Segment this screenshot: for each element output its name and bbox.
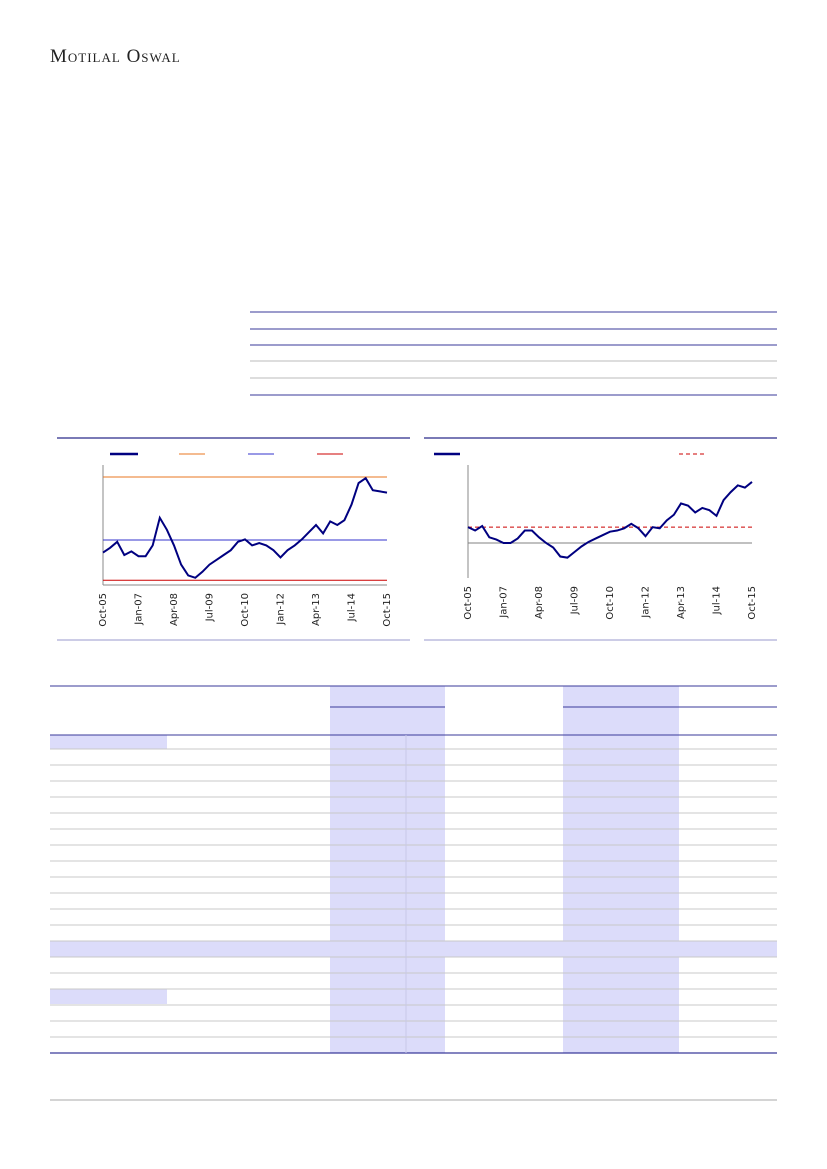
x-tick-label: Oct-10 [240, 593, 251, 627]
x-tick-label: Jan-07 [499, 586, 510, 619]
shaded-row [50, 735, 167, 749]
shaded-row [50, 989, 167, 1004]
x-tick-label: Apr-08 [534, 586, 545, 619]
x-tick-label: Apr-13 [311, 593, 322, 626]
x-tick-label: Oct-15 [747, 586, 758, 620]
x-tick-label: Oct-10 [605, 586, 616, 620]
shaded-row [50, 941, 777, 957]
x-tick-label: Jul-09 [205, 593, 216, 622]
x-tick-label: Jan-12 [276, 593, 287, 626]
x-tick-label: Jan-12 [641, 586, 652, 619]
series-line [467, 481, 753, 559]
x-tick-label: Jul-09 [570, 586, 581, 615]
x-tick-label: Oct-15 [382, 593, 393, 627]
logo: Motilal Oswal [50, 46, 181, 67]
x-tick-label: Jul-14 [712, 586, 723, 615]
x-tick-label: Oct-05 [98, 593, 109, 627]
layout [50, 311, 777, 1101]
shaded-column [330, 686, 445, 1053]
x-tick-label: Jan-07 [134, 593, 145, 626]
x-tick-label: Oct-05 [463, 586, 474, 620]
x-tick-label: Jul-14 [347, 593, 358, 622]
shaded-column [563, 686, 679, 1053]
x-tick-label: Apr-13 [676, 586, 687, 619]
series-line [102, 476, 388, 579]
x-tick-label: Apr-08 [169, 593, 180, 626]
